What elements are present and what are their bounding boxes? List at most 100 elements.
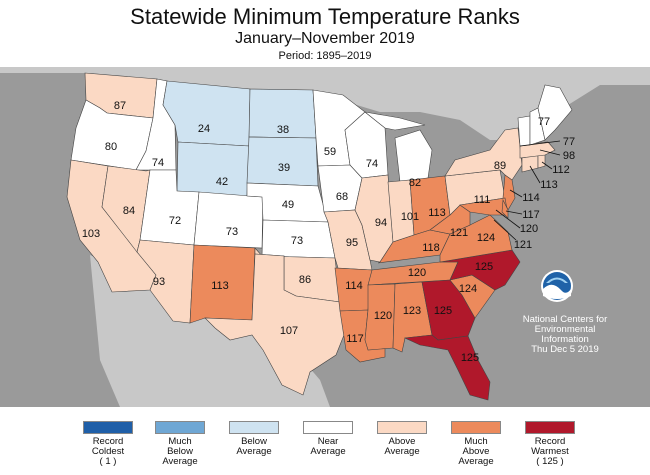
rank-SD: 39: [278, 162, 290, 174]
rank-KY: 118: [422, 242, 440, 254]
rank-ND: 38: [277, 124, 289, 136]
rank-CO: 73: [226, 226, 238, 238]
rank-AL: 123: [403, 305, 421, 317]
rank-AR: 114: [345, 280, 363, 292]
rank-VA: 124: [477, 232, 495, 244]
rank-LA: 117: [346, 333, 364, 345]
noaa-logo-icon: [541, 270, 573, 302]
credit-line-3: Information: [541, 334, 589, 345]
rank-MI: 82: [409, 177, 421, 189]
rank-ID: 74: [152, 157, 164, 169]
rank-MA: 98: [563, 150, 575, 162]
legend-swatch: [451, 421, 501, 434]
rank-MS: 120: [374, 310, 392, 322]
leader-DE: [505, 210, 523, 215]
state-TX: [204, 253, 347, 396]
state-FL: [403, 334, 491, 401]
legend-label: Record: [534, 436, 566, 447]
legend-label: ( 1 ): [99, 456, 117, 467]
rank-CA: 103: [82, 228, 100, 240]
rank-IN: 101: [401, 211, 419, 223]
rank-WI: 74: [366, 158, 378, 170]
state-ME: [537, 84, 573, 141]
rank-KS: 73: [291, 235, 303, 247]
rank-WY: 42: [216, 176, 228, 188]
rank-NV: 84: [123, 205, 135, 217]
rank-PA: 111: [474, 194, 491, 206]
credit-date: Thu Dec 5 2019: [531, 344, 599, 355]
leader-VT: [519, 140, 561, 147]
rank-NJ: 114: [522, 192, 540, 204]
us-state-map: 87 80 103 74 84 24 42 72 93 73 113 38 39…: [0, 67, 650, 407]
mexico-land: [90, 255, 330, 407]
rank-UT: 72: [169, 215, 181, 227]
legend-label: Much: [168, 436, 192, 447]
legend-item-much-below: Much Below Average: [145, 421, 215, 467]
rank-TN: 120: [408, 267, 426, 279]
legend-item-much-above: Much Above Average: [441, 421, 511, 467]
rank-OK: 86: [299, 274, 311, 286]
rank-SC: 124: [459, 283, 477, 295]
legend-swatch: [303, 421, 353, 434]
state-RI: [537, 154, 546, 169]
legend-label: Record: [92, 436, 124, 447]
legend-label: Warmest: [531, 446, 569, 457]
credit-line-2: Environmental: [535, 324, 596, 335]
state-VT: [517, 115, 531, 147]
state-CO: [193, 191, 264, 249]
leader-MA: [539, 149, 561, 156]
rank-IA: 68: [336, 191, 348, 203]
legend-swatch: [377, 421, 427, 434]
rank-GA: 125: [434, 305, 452, 317]
period-label: Period: 1895–2019: [278, 50, 372, 62]
rank-DE: 117: [522, 209, 540, 221]
legend-label: Much: [464, 436, 488, 447]
state-WY: [176, 141, 250, 197]
credit-line-1: National Centers for: [523, 314, 607, 325]
rank-ME: 77: [538, 116, 550, 128]
rank-MT: 24: [198, 123, 210, 135]
legend-label: Above: [388, 436, 416, 447]
state-DE: [501, 198, 509, 219]
legend-swatch: [155, 421, 205, 434]
canada-land: [0, 67, 650, 140]
state-MI-UP: [364, 111, 426, 131]
rank-IL: 94: [375, 217, 387, 229]
rank-MN: 59: [324, 146, 336, 158]
rank-VT: 77: [563, 136, 575, 148]
legend-label: Below: [167, 446, 193, 457]
legend-item-above: Above Average: [367, 421, 437, 457]
legend-swatch: [83, 421, 133, 434]
leader-RI: [541, 161, 553, 170]
rank-NY: 89: [494, 160, 506, 172]
state-IA: [317, 164, 363, 213]
legend-label: Below: [241, 436, 267, 447]
leader-MD: [495, 209, 521, 229]
legend-label: Above: [462, 446, 490, 457]
rank-WA: 87: [114, 100, 126, 112]
map-title: Statewide Minimum Temperature Ranks: [130, 4, 520, 29]
rank-OR: 80: [105, 141, 117, 153]
leader-DC: [493, 219, 517, 241]
legend-swatch: [525, 421, 575, 434]
rank-CT: 113: [540, 179, 558, 191]
rank-AZ: 93: [153, 276, 165, 288]
legend-label: Average: [458, 456, 494, 467]
legend-label: Average: [162, 456, 198, 467]
legend-item-record-warmest: Record Warmest ( 125 ): [515, 421, 585, 467]
rank-TX: 107: [280, 325, 298, 337]
legend-label: Average: [384, 446, 420, 457]
rank-MO: 95: [346, 237, 358, 249]
rank-RI: 112: [552, 164, 570, 176]
rank-MD: 120: [520, 223, 538, 235]
legend-label: Average: [310, 446, 346, 457]
legend-label: Average: [236, 446, 272, 457]
legend-swatch: [229, 421, 279, 434]
legend: Record Coldest ( 1 ) Much Below Average …: [0, 407, 650, 475]
state-MD: [459, 197, 509, 216]
legend-item-below: Below Average: [219, 421, 289, 457]
state-MT: [162, 80, 251, 147]
leader-CT: [529, 165, 541, 184]
map-subtitle: January–November 2019: [235, 30, 415, 47]
state-NC: [439, 249, 521, 291]
